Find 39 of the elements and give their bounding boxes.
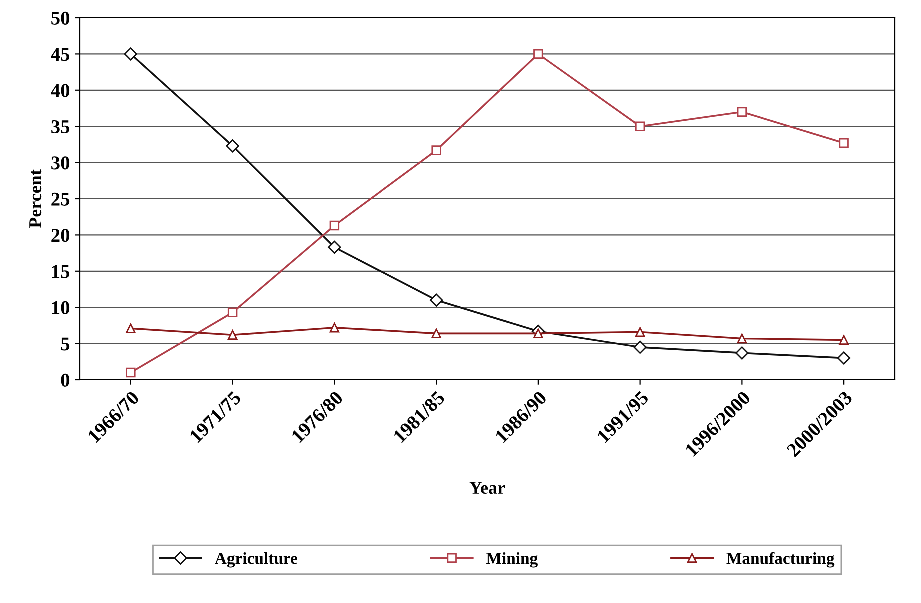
y-tick-label: 40 [51, 84, 70, 98]
point [534, 328, 544, 339]
legend-label: Manufacturing [726, 552, 835, 568]
point [124, 48, 138, 61]
point [228, 308, 238, 318]
point [736, 346, 749, 360]
point [430, 294, 444, 307]
point [126, 368, 136, 378]
y-tick-label: 45 [51, 48, 70, 62]
y-tick-label: 25 [52, 192, 70, 206]
y-tick-label: 50 [52, 12, 70, 25]
point [534, 49, 544, 60]
point [737, 334, 748, 344]
y-tick-label: 35 [52, 120, 70, 134]
point [635, 327, 646, 338]
point [634, 340, 647, 354]
point [432, 328, 442, 339]
x-axis-title: Year [470, 482, 506, 494]
point [228, 330, 238, 340]
point [330, 323, 340, 333]
point [635, 122, 646, 132]
point [330, 220, 340, 231]
legend-label: Agriculture [215, 552, 298, 568]
legend-label: Mining [486, 552, 538, 568]
point [837, 352, 851, 365]
point [839, 335, 849, 346]
y-tick-label: 5 [61, 338, 70, 351]
point [126, 324, 136, 334]
y-tick-label: 30 [52, 156, 70, 170]
point [839, 138, 849, 148]
y-tick-label: 20 [52, 229, 70, 242]
point [226, 140, 240, 153]
y-tick-label: 0 [61, 374, 70, 387]
point [328, 240, 342, 254]
point [737, 107, 748, 117]
y-tick-label: 10 [52, 301, 70, 315]
y-tick-label: 15 [52, 265, 70, 278]
point [432, 146, 442, 156]
y-axis-title: Percent [30, 170, 42, 228]
